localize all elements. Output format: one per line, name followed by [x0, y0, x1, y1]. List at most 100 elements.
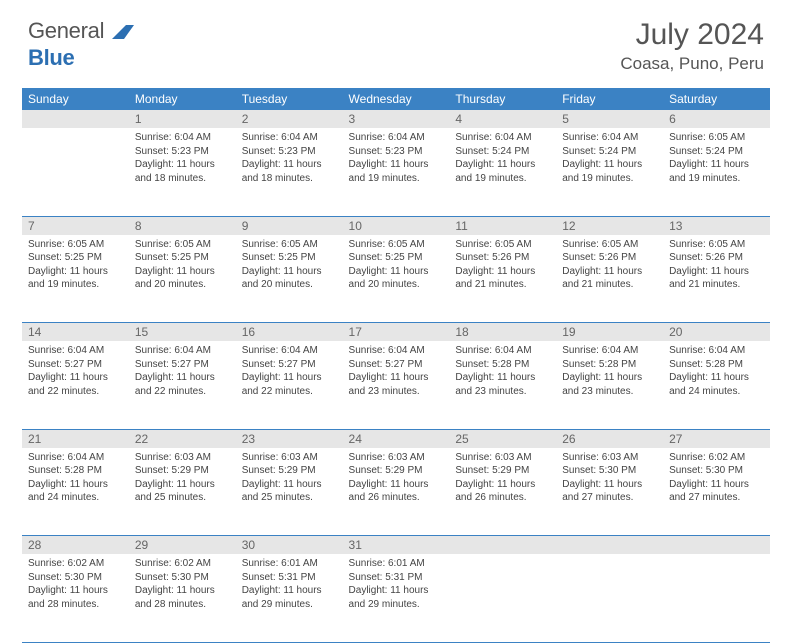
- sunset-label: Sunset:: [349, 146, 383, 157]
- day-body-cell: Sunrise: 6:03 AMSunset: 5:30 PMDaylight:…: [556, 448, 663, 536]
- page-title: July 2024: [28, 18, 764, 52]
- day-body: Sunrise: 6:05 AMSunset: 5:26 PMDaylight:…: [449, 235, 556, 298]
- sunrise-line: Sunrise: 6:04 AM: [562, 131, 657, 145]
- day-body: Sunrise: 6:04 AMSunset: 5:28 PMDaylight:…: [22, 448, 129, 511]
- sunrise-label: Sunrise:: [242, 132, 279, 143]
- logo: General Blue: [28, 18, 134, 71]
- sunrise-value: 6:03 AM: [388, 452, 425, 463]
- logo-text-blue: Blue: [28, 45, 74, 70]
- day-body-cell: Sunrise: 6:02 AMSunset: 5:30 PMDaylight:…: [663, 448, 770, 536]
- daylight-line: Daylight: 11 hours and 27 minutes.: [562, 478, 657, 505]
- sunset-value: 5:25 PM: [278, 252, 315, 263]
- day-number: 21: [22, 430, 129, 448]
- sunrise-label: Sunrise:: [135, 345, 172, 356]
- sunset-line: Sunset: 5:24 PM: [669, 145, 764, 159]
- sunrise-label: Sunrise:: [28, 345, 65, 356]
- daylight-label: Daylight:: [242, 585, 281, 596]
- day-number-cell: 18: [449, 323, 556, 342]
- sunset-line: Sunset: 5:27 PM: [349, 358, 444, 372]
- daylight-line: Daylight: 11 hours and 25 minutes.: [135, 478, 230, 505]
- sunrise-label: Sunrise:: [28, 452, 65, 463]
- day-number-cell: 23: [236, 429, 343, 448]
- daylight-line: Daylight: 11 hours and 19 minutes.: [455, 158, 550, 185]
- day-body: Sunrise: 6:04 AMSunset: 5:28 PMDaylight:…: [449, 341, 556, 404]
- sunset-line: Sunset: 5:23 PM: [135, 145, 230, 159]
- sunset-line: Sunset: 5:24 PM: [455, 145, 550, 159]
- sunrise-label: Sunrise:: [135, 239, 172, 250]
- day-body: Sunrise: 6:03 AMSunset: 5:29 PMDaylight:…: [343, 448, 450, 511]
- day-number: 30: [236, 536, 343, 554]
- daylight-label: Daylight:: [28, 479, 67, 490]
- day-number: 8: [129, 217, 236, 235]
- sunrise-value: 6:01 AM: [281, 558, 318, 569]
- sunset-label: Sunset:: [455, 359, 489, 370]
- day-body-cell: Sunrise: 6:04 AMSunset: 5:23 PMDaylight:…: [129, 128, 236, 216]
- sunset-line: Sunset: 5:29 PM: [455, 464, 550, 478]
- sunrise-value: 6:05 AM: [281, 239, 318, 250]
- daylight-line: Daylight: 11 hours and 22 minutes.: [242, 371, 337, 398]
- day-body-cell: Sunrise: 6:05 AMSunset: 5:26 PMDaylight:…: [449, 235, 556, 323]
- sunset-line: Sunset: 5:28 PM: [28, 464, 123, 478]
- sunrise-value: 6:03 AM: [495, 452, 532, 463]
- day-number: 11: [449, 217, 556, 235]
- day-header: Tuesday: [236, 88, 343, 110]
- day-body-cell: [663, 554, 770, 642]
- day-number: 18: [449, 323, 556, 341]
- sunset-label: Sunset:: [562, 359, 596, 370]
- sunset-label: Sunset:: [669, 359, 703, 370]
- daylight-label: Daylight:: [349, 479, 388, 490]
- day-body: Sunrise: 6:03 AMSunset: 5:30 PMDaylight:…: [556, 448, 663, 511]
- sunset-label: Sunset:: [242, 146, 276, 157]
- day-number: 17: [343, 323, 450, 341]
- sunset-label: Sunset:: [455, 465, 489, 476]
- logo-mark-icon: [112, 19, 134, 45]
- day-number: 7: [22, 217, 129, 235]
- sunrise-line: Sunrise: 6:04 AM: [28, 344, 123, 358]
- sunrise-label: Sunrise:: [242, 239, 279, 250]
- sunrise-line: Sunrise: 6:05 AM: [669, 131, 764, 145]
- daylight-label: Daylight:: [242, 266, 281, 277]
- daylight-label: Daylight:: [349, 585, 388, 596]
- day-body: Sunrise: 6:03 AMSunset: 5:29 PMDaylight:…: [129, 448, 236, 511]
- sunrise-label: Sunrise:: [349, 558, 386, 569]
- day-number-cell: 17: [343, 323, 450, 342]
- day-number-cell: 20: [663, 323, 770, 342]
- daynum-row: 123456: [22, 110, 770, 128]
- day-number: 1: [129, 110, 236, 128]
- sunset-value: 5:31 PM: [278, 572, 315, 583]
- daylight-line: Daylight: 11 hours and 23 minutes.: [562, 371, 657, 398]
- sunset-label: Sunset:: [669, 146, 703, 157]
- sunrise-line: Sunrise: 6:05 AM: [135, 238, 230, 252]
- sunrise-value: 6:04 AM: [174, 345, 211, 356]
- sunset-value: 5:26 PM: [706, 252, 743, 263]
- sunrise-line: Sunrise: 6:02 AM: [135, 557, 230, 571]
- sunrise-line: Sunrise: 6:05 AM: [242, 238, 337, 252]
- daylight-label: Daylight:: [28, 266, 67, 277]
- day-body: Sunrise: 6:01 AMSunset: 5:31 PMDaylight:…: [236, 554, 343, 617]
- sunset-line: Sunset: 5:31 PM: [242, 571, 337, 585]
- daynum-row: 78910111213: [22, 216, 770, 235]
- sunset-value: 5:25 PM: [65, 252, 102, 263]
- daylight-line: Daylight: 11 hours and 29 minutes.: [242, 584, 337, 611]
- day-body-cell: [556, 554, 663, 642]
- day-number-cell: 4: [449, 110, 556, 128]
- day-number: 6: [663, 110, 770, 128]
- daylight-label: Daylight:: [562, 479, 601, 490]
- sunset-value: 5:29 PM: [492, 465, 529, 476]
- sunrise-label: Sunrise:: [349, 132, 386, 143]
- day-number-cell: 7: [22, 216, 129, 235]
- daybody-row: Sunrise: 6:04 AMSunset: 5:28 PMDaylight:…: [22, 448, 770, 536]
- sunrise-label: Sunrise:: [28, 558, 65, 569]
- daylight-line: Daylight: 11 hours and 27 minutes.: [669, 478, 764, 505]
- sunrise-label: Sunrise:: [455, 345, 492, 356]
- sunrise-label: Sunrise:: [455, 132, 492, 143]
- sunrise-line: Sunrise: 6:04 AM: [455, 131, 550, 145]
- day-header: Saturday: [663, 88, 770, 110]
- day-number: 29: [129, 536, 236, 554]
- day-number-cell: [22, 110, 129, 128]
- daylight-line: Daylight: 11 hours and 19 minutes.: [669, 158, 764, 185]
- day-body-cell: Sunrise: 6:01 AMSunset: 5:31 PMDaylight:…: [236, 554, 343, 642]
- day-body: Sunrise: 6:03 AMSunset: 5:29 PMDaylight:…: [449, 448, 556, 511]
- daylight-label: Daylight:: [135, 585, 174, 596]
- sunrise-label: Sunrise:: [135, 452, 172, 463]
